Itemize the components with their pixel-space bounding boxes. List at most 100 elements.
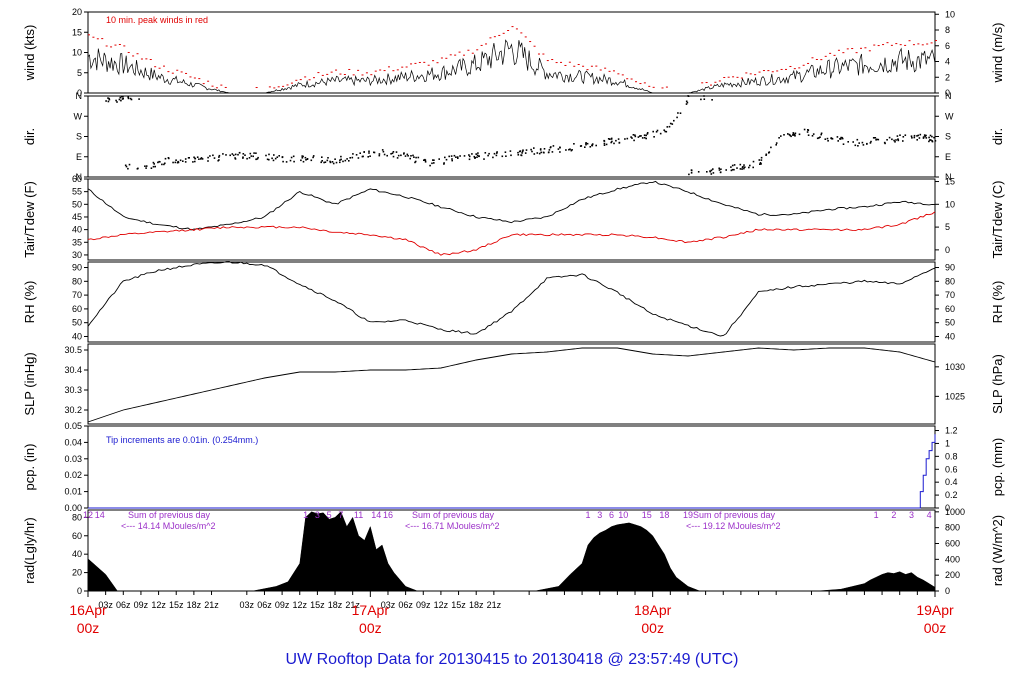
dir-point — [352, 153, 354, 155]
dir-point — [731, 168, 734, 171]
rad-sum-label: Sum of previous day — [412, 510, 495, 520]
dir-point — [496, 152, 498, 154]
dir-point — [433, 159, 435, 161]
rh-left-tick-label: 90 — [72, 263, 82, 273]
dir-point — [744, 166, 746, 168]
slp-right-tick-label: 1025 — [945, 391, 965, 401]
temp-left-tick-label: 30 — [72, 250, 82, 260]
dir-point — [468, 158, 471, 161]
dir-point — [605, 143, 608, 146]
dir-point — [807, 134, 810, 136]
wind-right-tick-label: 4 — [945, 57, 950, 67]
dir-point — [930, 139, 932, 141]
dir-point — [591, 144, 593, 146]
dir-point — [775, 144, 777, 146]
dir-point — [222, 153, 224, 155]
x-tick-label: 18z — [469, 600, 484, 610]
dir-point — [632, 134, 635, 136]
dir-point — [483, 158, 485, 160]
ylabel-right-rad: rad (W/m^2) — [990, 515, 1005, 586]
dir-point — [444, 156, 446, 159]
dir-point — [703, 95, 705, 97]
rad-sum-value: <--- 14.14 MJoules/m^2 — [121, 521, 216, 531]
dir-point — [934, 140, 937, 142]
dir-point — [640, 135, 642, 137]
dir-point — [840, 136, 842, 139]
dir-point — [618, 141, 621, 144]
dir-point — [357, 157, 360, 159]
dir-point — [613, 142, 615, 145]
dir-point — [664, 130, 666, 133]
dir-point — [285, 161, 288, 163]
pcp-right-tick-label: 0.4 — [945, 477, 958, 487]
dir-point — [368, 152, 370, 154]
dir-point — [130, 98, 133, 101]
dir-point — [335, 161, 338, 164]
dir-point — [238, 152, 241, 154]
dir-point — [177, 160, 179, 163]
pcp-left-tick-label: 0.05 — [64, 421, 82, 431]
dir-point — [289, 159, 292, 162]
dir-point — [276, 156, 279, 158]
dir-point — [144, 165, 146, 167]
dir-point — [637, 136, 640, 138]
dir-point — [896, 135, 899, 137]
dir-point — [870, 140, 872, 143]
dir-point — [510, 154, 512, 157]
rad-hour-mark: 19 — [683, 510, 693, 520]
temp-left-tick-label: 60 — [72, 174, 82, 184]
dir-point — [720, 168, 722, 170]
dir-point — [792, 134, 794, 136]
x-day-hour-label: 00z — [77, 620, 100, 636]
rad-left-tick-label: 40 — [72, 549, 82, 559]
dir-point — [775, 142, 778, 144]
dir-point — [249, 152, 252, 155]
dir-point — [329, 160, 331, 163]
rh-right-tick-label: 90 — [945, 263, 955, 273]
dir-point — [929, 134, 932, 137]
dir-point — [916, 139, 918, 141]
dir-point — [671, 123, 674, 125]
dir-point — [391, 152, 394, 155]
dir-point — [521, 150, 524, 153]
rad-hour-mark: 2 — [891, 510, 896, 520]
dir-point — [406, 153, 409, 156]
dir-point — [179, 159, 182, 162]
dir-point — [550, 146, 552, 148]
pcp-right-tick-label: 1.2 — [945, 426, 958, 436]
rh-left-tick-label: 70 — [72, 290, 82, 300]
rad-sum-value: <--- 16.71 MJoules/m^2 — [405, 521, 500, 531]
dir-point — [478, 155, 480, 157]
dir-point — [122, 97, 124, 100]
dir-point — [917, 134, 920, 137]
dir-point — [655, 131, 658, 133]
dir-point — [150, 167, 153, 169]
dir-point — [207, 160, 209, 162]
slp-left-tick-label: 30.4 — [64, 365, 82, 375]
dir-point — [272, 159, 275, 162]
dir-point — [842, 143, 845, 145]
x-tick-label: 09z — [134, 600, 149, 610]
dir-point — [456, 156, 459, 158]
dir-point — [743, 164, 745, 166]
dir-point — [403, 153, 405, 155]
temp-left-tick-label: 35 — [72, 237, 82, 247]
dir-point — [730, 169, 733, 172]
dir-point — [709, 170, 711, 172]
dir-point — [182, 160, 184, 162]
dir-point — [568, 148, 570, 151]
rad-hour-mark: 3 — [315, 510, 320, 520]
dir-point — [794, 135, 796, 137]
dir-point — [524, 152, 527, 154]
dir-point — [184, 161, 187, 163]
dir-point — [748, 166, 750, 169]
dir-point — [712, 168, 714, 170]
dir-point — [765, 153, 768, 156]
dir-point — [852, 141, 854, 143]
dir-point — [244, 154, 246, 156]
dir-point — [505, 155, 507, 157]
dir-point — [557, 148, 560, 150]
dir-point — [342, 160, 344, 163]
dir-point — [424, 158, 426, 161]
dir-point — [396, 157, 399, 159]
